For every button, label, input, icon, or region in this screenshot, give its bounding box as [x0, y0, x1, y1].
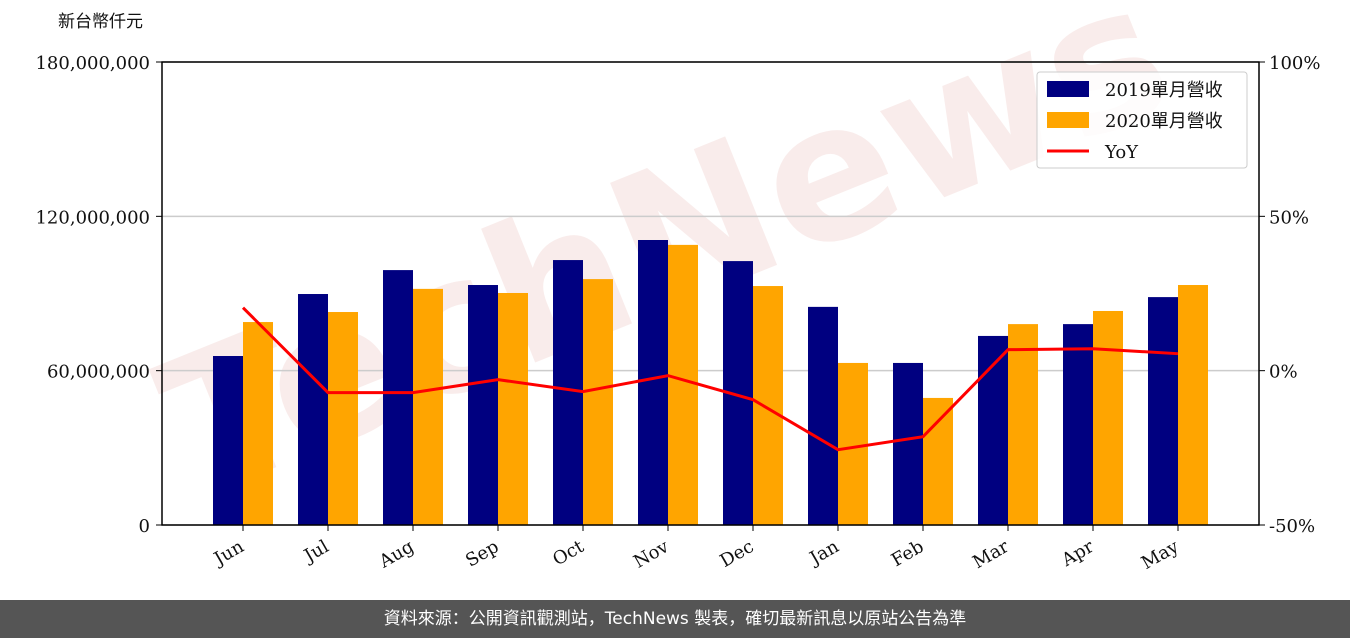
- line: [241, 306, 1179, 452]
- x-tick-label: Jul: [299, 536, 333, 568]
- x-tick-label: Aug: [375, 536, 418, 573]
- y-tick-label: 0: [139, 516, 150, 537]
- x-tick-label: Jun: [209, 536, 248, 571]
- bar: [383, 270, 413, 525]
- legend-label: 2020單月營收: [1105, 111, 1223, 132]
- bar: [1008, 324, 1038, 525]
- bar: [978, 335, 1008, 525]
- bar: [553, 260, 583, 525]
- x-tick-label: Dec: [717, 536, 758, 572]
- x-tick-label: Apr: [1057, 536, 1097, 571]
- bar: [468, 285, 498, 525]
- bar: [753, 286, 783, 525]
- x-tick-label: Nov: [630, 536, 673, 573]
- bar: [243, 322, 273, 525]
- bar: [583, 279, 613, 525]
- legend-label: YoY: [1104, 142, 1139, 163]
- bar: [1063, 324, 1093, 525]
- x-tick-label: Feb: [888, 536, 928, 571]
- bar: [413, 288, 443, 525]
- plot-frame: [161, 61, 1260, 526]
- bar: [893, 362, 923, 525]
- bar: [213, 356, 243, 525]
- legend-box: [1036, 71, 1248, 169]
- bar: [838, 362, 868, 525]
- bar: [668, 244, 698, 525]
- legend-label: 2019單月營收: [1105, 80, 1223, 101]
- footer: 資料來源：公開資訊觀測站，TechNews 製表，確切最新訊息以原站公告為準: [0, 600, 1350, 638]
- y-tick-label: 60,000,000: [47, 362, 150, 383]
- bar: [298, 294, 328, 525]
- bar: [923, 397, 953, 525]
- bar: [808, 306, 838, 525]
- bar: [1093, 310, 1123, 525]
- bar: [328, 312, 358, 525]
- y2-tick-label: 100%: [1269, 53, 1320, 74]
- bar: [1178, 285, 1208, 525]
- legend-swatch: [1047, 81, 1089, 97]
- x-tick-label: May: [1138, 536, 1183, 574]
- legend-swatch: [1047, 112, 1089, 128]
- y-tick-label: 180,000,000: [35, 53, 150, 74]
- x-tick-label: Sep: [462, 536, 502, 571]
- x-tick-label: Mar: [969, 536, 1013, 573]
- bar: [638, 239, 668, 525]
- x-tick-label: Jan: [805, 536, 843, 570]
- y2-tick-label: 0%: [1269, 362, 1298, 383]
- y2-tick-label: -50%: [1269, 516, 1315, 537]
- y-axis-label: 新台幣仟元: [58, 12, 143, 32]
- x-tick-label: Oct: [549, 536, 588, 571]
- y2-tick-label: 50%: [1269, 207, 1309, 228]
- chart: 新台幣仟元 TechNews 060,000,000120,000,000180…: [35, 0, 1320, 574]
- bar: [1148, 297, 1178, 525]
- bar: [498, 292, 528, 525]
- y-tick-label: 120,000,000: [35, 207, 150, 228]
